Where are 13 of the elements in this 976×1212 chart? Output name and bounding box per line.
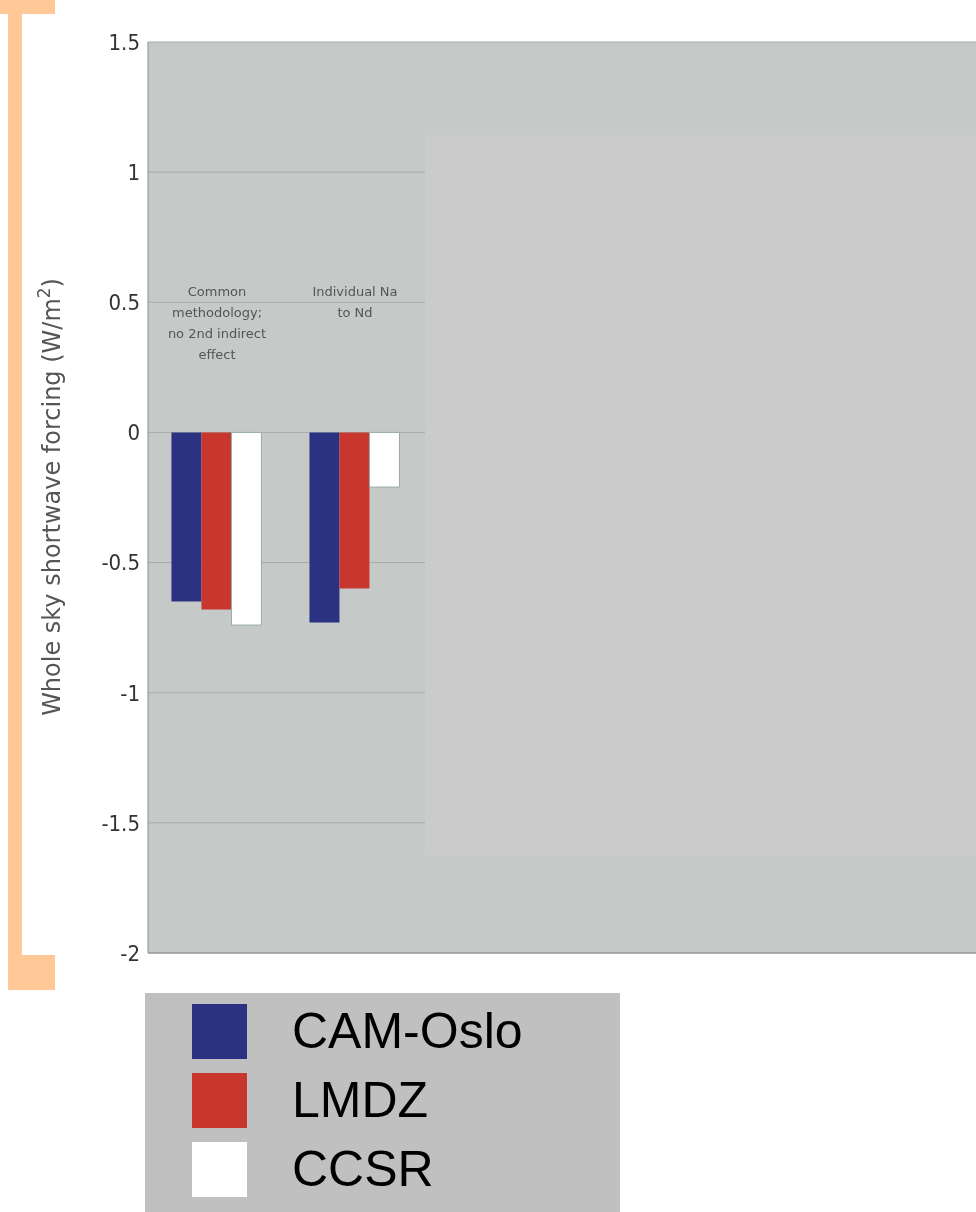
legend-label: CCSR: [292, 1141, 434, 1197]
y-tick-label: -0.5: [101, 550, 140, 576]
y-tick-label: 1.5: [108, 29, 140, 55]
y-tick-label: 0: [127, 420, 140, 446]
legend-label: CAM-Oslo: [292, 1003, 523, 1059]
x-tick-label: Individual Na to Nd: [312, 284, 398, 320]
y-tick-label: -1: [120, 680, 140, 706]
legend-label: LMDZ: [292, 1072, 429, 1128]
x-tick-label: Common methodology; no 2nd indirect effect: [167, 284, 267, 362]
y-tick-label: -1.5: [101, 810, 140, 836]
y-tick-label: 0.5: [108, 290, 140, 316]
y-tick-label: -2: [120, 940, 140, 966]
y-tick-label: 1: [127, 159, 140, 185]
